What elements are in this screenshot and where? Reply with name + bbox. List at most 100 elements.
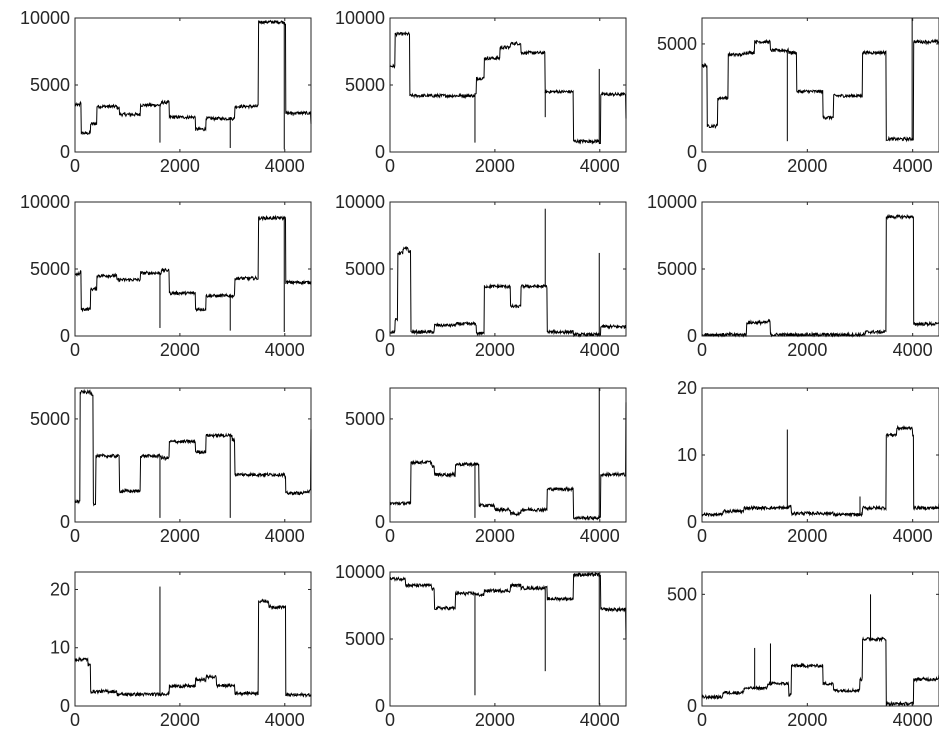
signal-trace bbox=[701, 38, 939, 143]
x-tick-label: 2000 bbox=[787, 156, 827, 176]
x-tick-label: 4000 bbox=[265, 340, 305, 360]
y-tick-label: 5000 bbox=[657, 34, 697, 54]
subplot-10: 0 2000 4000 0 10 20 bbox=[50, 571, 312, 730]
y-tick-label: 5000 bbox=[345, 629, 385, 649]
y-tick-label: 5000 bbox=[30, 409, 70, 429]
x-tick-label: 4000 bbox=[265, 526, 305, 546]
axes-box bbox=[74, 17, 312, 153]
x-tick-label: 2000 bbox=[787, 710, 827, 730]
signal-trace bbox=[74, 598, 312, 698]
y-tick-label: 5000 bbox=[30, 259, 70, 279]
x-tick-label: 2000 bbox=[160, 526, 200, 546]
y-tick-label: 5000 bbox=[30, 75, 70, 95]
signal-trace bbox=[74, 388, 312, 507]
x-tick-label: 0 bbox=[70, 156, 80, 176]
y-tick-label: 20 bbox=[677, 378, 697, 398]
y-tick-label: 0 bbox=[60, 512, 70, 532]
subplot-6: 0 2000 4000 0 5000 10000 bbox=[647, 192, 939, 360]
subplot-1: 0 2000 4000 0 5000 10000 bbox=[20, 8, 312, 176]
signal-trace bbox=[74, 19, 312, 135]
x-tick-label: 0 bbox=[70, 340, 80, 360]
y-tick-label: 10000 bbox=[335, 192, 385, 212]
y-tick-label: 500 bbox=[667, 584, 697, 604]
subplot-3: 0 2000 4000 0 5000 bbox=[657, 17, 939, 176]
axes-box bbox=[74, 387, 312, 523]
y-tick-label: 10000 bbox=[20, 192, 70, 212]
y-tick-label: 0 bbox=[60, 326, 70, 346]
x-tick-label: 4000 bbox=[580, 156, 620, 176]
y-tick-label: 0 bbox=[687, 326, 697, 346]
y-tick-label: 20 bbox=[50, 579, 70, 599]
axes-box bbox=[389, 387, 627, 523]
x-tick-label: 0 bbox=[385, 340, 395, 360]
y-tick-label: 5000 bbox=[345, 75, 385, 95]
subplot-5: 0 2000 4000 0 5000 10000 bbox=[335, 192, 627, 360]
axes-box bbox=[74, 571, 312, 707]
y-tick-label: 10000 bbox=[20, 8, 70, 28]
x-tick-label: 4000 bbox=[893, 526, 933, 546]
x-tick-label: 0 bbox=[70, 710, 80, 730]
y-tick-label: 5000 bbox=[345, 259, 385, 279]
y-tick-label: 0 bbox=[60, 696, 70, 716]
x-tick-label: 2000 bbox=[787, 526, 827, 546]
y-tick-label: 0 bbox=[375, 512, 385, 532]
y-tick-label: 10000 bbox=[335, 562, 385, 582]
signal-trace bbox=[389, 31, 627, 145]
y-tick-label: 10 bbox=[677, 445, 697, 465]
x-tick-label: 0 bbox=[697, 156, 707, 176]
x-tick-label: 2000 bbox=[160, 710, 200, 730]
axes-box bbox=[701, 201, 939, 337]
subplot-7: 0 2000 4000 0 5000 bbox=[30, 387, 312, 546]
x-tick-label: 2000 bbox=[475, 526, 515, 546]
x-tick-label: 0 bbox=[697, 340, 707, 360]
x-tick-label: 0 bbox=[697, 526, 707, 546]
signal-trace bbox=[75, 214, 312, 313]
x-tick-label: 4000 bbox=[580, 710, 620, 730]
axes-box bbox=[74, 201, 312, 337]
y-tick-label: 10000 bbox=[335, 8, 385, 28]
x-tick-label: 0 bbox=[385, 156, 395, 176]
axes-box bbox=[389, 17, 627, 153]
y-tick-label: 10000 bbox=[647, 192, 697, 212]
signal-trace bbox=[389, 245, 627, 338]
x-tick-label: 2000 bbox=[160, 340, 200, 360]
x-tick-label: 0 bbox=[385, 710, 395, 730]
signal-trace bbox=[389, 571, 627, 640]
signal-trace bbox=[389, 402, 627, 521]
x-tick-label: 4000 bbox=[893, 340, 933, 360]
y-tick-label: 0 bbox=[60, 142, 70, 162]
x-tick-label: 4000 bbox=[580, 526, 620, 546]
x-tick-label: 0 bbox=[70, 526, 80, 546]
y-tick-label: 0 bbox=[687, 142, 697, 162]
x-tick-label: 4000 bbox=[265, 710, 305, 730]
x-tick-label: 0 bbox=[697, 710, 707, 730]
signal-trace bbox=[701, 213, 939, 338]
x-tick-label: 4000 bbox=[265, 156, 305, 176]
x-tick-label: 4000 bbox=[893, 156, 933, 176]
x-tick-label: 2000 bbox=[475, 156, 515, 176]
axes-box bbox=[389, 201, 627, 337]
axes-box bbox=[701, 571, 939, 707]
axes-box bbox=[701, 17, 939, 153]
signal-trace bbox=[701, 636, 939, 707]
subplot-12: 0 2000 4000 0 500 bbox=[667, 571, 939, 730]
signal-trace bbox=[701, 424, 939, 518]
y-tick-label: 10 bbox=[50, 638, 70, 658]
x-tick-label: 4000 bbox=[893, 710, 933, 730]
y-tick-label: 0 bbox=[375, 326, 385, 346]
y-tick-label: 0 bbox=[375, 696, 385, 716]
subplot-11: 0 2000 4000 0 5000 10000 bbox=[335, 562, 627, 730]
y-tick-label: 5000 bbox=[345, 409, 385, 429]
y-tick-label: 0 bbox=[375, 142, 385, 162]
axes-box bbox=[701, 387, 939, 523]
x-tick-label: 2000 bbox=[787, 340, 827, 360]
x-tick-label: 2000 bbox=[475, 710, 515, 730]
axes-box bbox=[389, 571, 627, 707]
x-tick-label: 4000 bbox=[580, 340, 620, 360]
subplot-2: 0 2000 4000 0 5000 10000 bbox=[335, 8, 627, 176]
y-tick-label: 5000 bbox=[657, 259, 697, 279]
subplot-9: 0 2000 4000 0 10 20 bbox=[677, 378, 939, 546]
x-tick-label: 2000 bbox=[475, 340, 515, 360]
x-tick-label: 0 bbox=[385, 526, 395, 546]
